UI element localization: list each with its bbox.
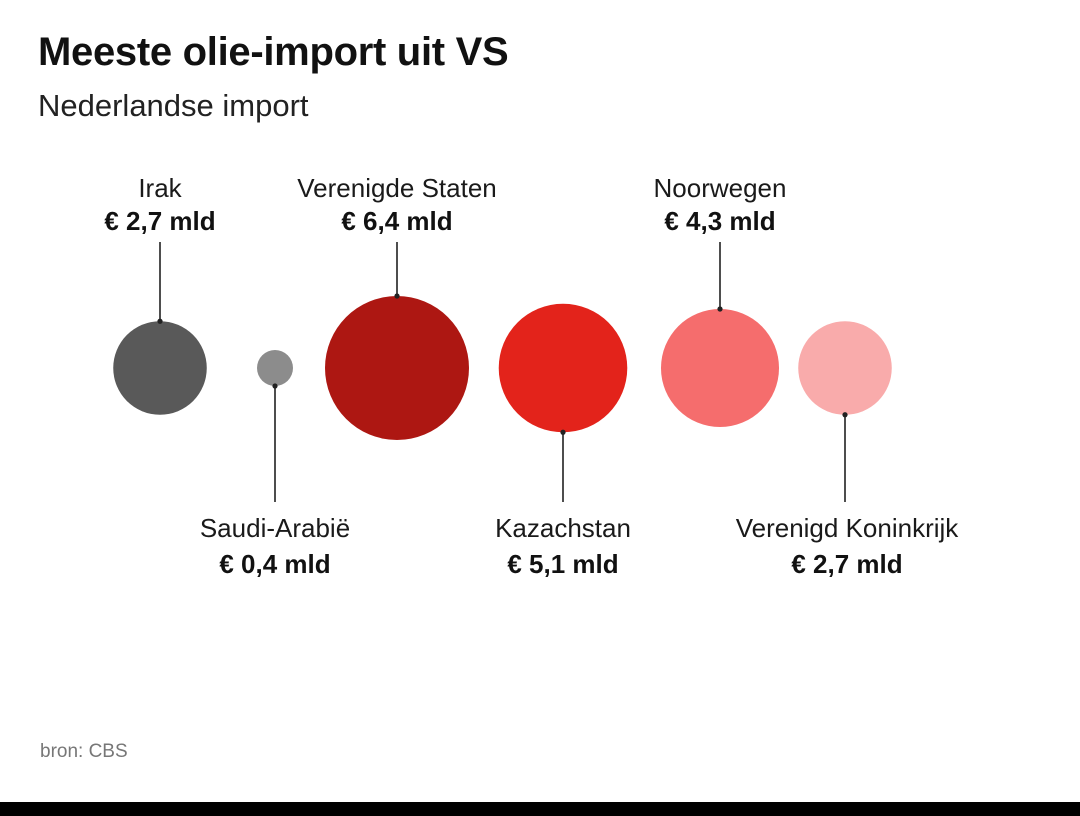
label-value-irak: € 2,7 mld	[104, 206, 215, 236]
bubble-noorwegen	[660, 308, 780, 428]
bubble-kazachstan	[498, 303, 628, 433]
anchor-dot-verenigd-koninkrijk	[842, 412, 848, 418]
chart-title: Meeste olie-import uit VS	[38, 30, 509, 74]
label-name-irak: Irak	[138, 173, 182, 203]
source-note: bron: CBS	[40, 741, 128, 762]
bubble-verenigd-koninkrijk	[798, 321, 892, 415]
label-value-verenigd-koninkrijk: € 2,7 mld	[791, 549, 902, 579]
anchor-dot-irak	[157, 318, 163, 324]
label-name-saudi-arabi: Saudi-Arabië	[200, 513, 350, 543]
label-name-verenigde-staten: Verenigde Staten	[297, 173, 497, 203]
label-value-kazachstan: € 5,1 mld	[507, 549, 618, 579]
bubble-verenigde-staten	[325, 296, 469, 440]
chart-subtitle: Nederlandse import	[38, 88, 309, 123]
anchor-dot-noorwegen	[717, 306, 723, 312]
anchor-dot-saudi-arabi	[272, 383, 278, 389]
label-name-verenigd-koninkrijk: Verenigd Koninkrijk	[736, 513, 960, 543]
bubble-irak	[113, 321, 207, 415]
anchor-dot-kazachstan	[560, 429, 566, 435]
label-value-noorwegen: € 4,3 mld	[664, 206, 775, 236]
bubble-saudi-arabi	[257, 350, 293, 386]
label-value-verenigde-staten: € 6,4 mld	[341, 206, 452, 236]
label-value-saudi-arabi: € 0,4 mld	[219, 549, 330, 579]
bottom-bar	[0, 802, 1080, 816]
label-name-kazachstan: Kazachstan	[495, 513, 631, 543]
anchor-dot-verenigde-staten	[394, 293, 400, 299]
label-name-noorwegen: Noorwegen	[654, 173, 787, 203]
